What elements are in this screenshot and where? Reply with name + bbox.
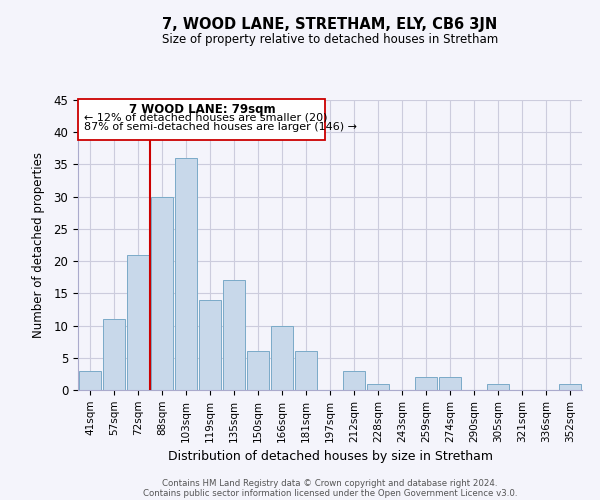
Text: Contains public sector information licensed under the Open Government Licence v3: Contains public sector information licen… xyxy=(143,489,517,498)
Bar xyxy=(223,280,245,390)
Bar xyxy=(79,370,101,390)
Bar xyxy=(295,352,317,390)
X-axis label: Distribution of detached houses by size in Stretham: Distribution of detached houses by size … xyxy=(167,450,493,463)
Bar xyxy=(151,196,173,390)
Bar xyxy=(175,158,197,390)
Bar xyxy=(415,377,437,390)
Text: ← 12% of detached houses are smaller (20): ← 12% of detached houses are smaller (20… xyxy=(85,112,328,122)
Text: 87% of semi-detached houses are larger (146) →: 87% of semi-detached houses are larger (… xyxy=(85,122,358,132)
FancyBboxPatch shape xyxy=(79,98,325,140)
Bar xyxy=(271,326,293,390)
Bar xyxy=(367,384,389,390)
Bar xyxy=(127,254,149,390)
Text: 7 WOOD LANE: 79sqm: 7 WOOD LANE: 79sqm xyxy=(128,102,275,116)
Bar xyxy=(559,384,581,390)
Text: Size of property relative to detached houses in Stretham: Size of property relative to detached ho… xyxy=(162,32,498,46)
Bar xyxy=(247,352,269,390)
Bar xyxy=(343,370,365,390)
Text: 7, WOOD LANE, STRETHAM, ELY, CB6 3JN: 7, WOOD LANE, STRETHAM, ELY, CB6 3JN xyxy=(163,18,497,32)
Text: Contains HM Land Registry data © Crown copyright and database right 2024.: Contains HM Land Registry data © Crown c… xyxy=(162,479,498,488)
Y-axis label: Number of detached properties: Number of detached properties xyxy=(32,152,45,338)
Bar xyxy=(199,300,221,390)
Bar xyxy=(487,384,509,390)
Bar xyxy=(439,377,461,390)
Bar xyxy=(103,319,125,390)
